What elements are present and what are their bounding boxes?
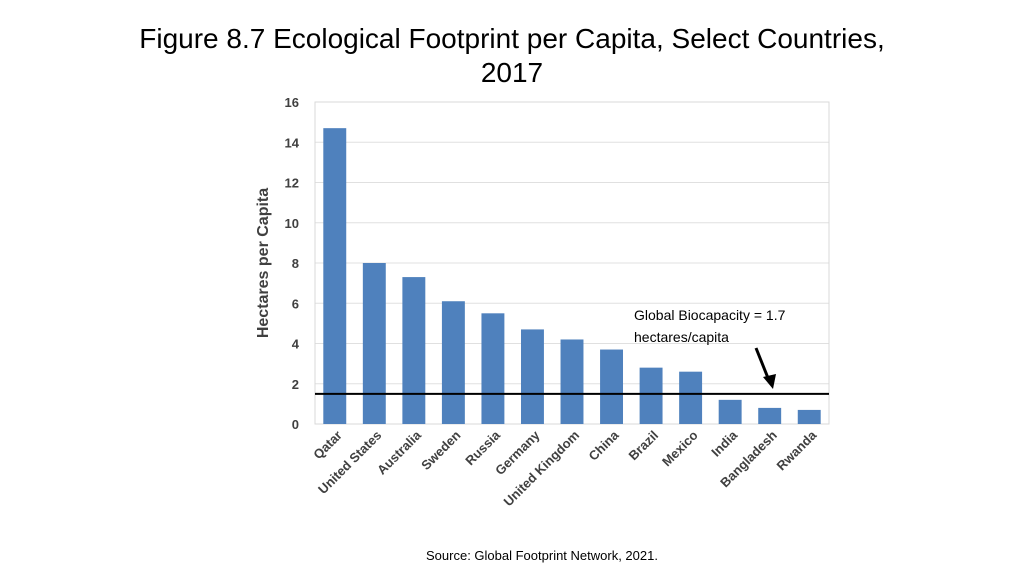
x-tick-label: Qatar [310,428,345,463]
annotation-arrow-head [763,374,776,389]
x-tick-label: United Kingdom [501,428,583,510]
y-tick-label: 14 [285,135,300,150]
x-tick-label: Mexico [659,427,701,469]
bar [520,329,544,424]
y-axis-ticks: 0 2 4 6 8 10 12 14 16 [285,95,300,432]
bar [560,339,584,424]
bar [758,407,782,424]
x-tick-label: Sweden [418,427,463,472]
bar [639,367,663,424]
annotation-arrow [754,347,770,379]
x-tick-label: Rwanda [774,427,820,473]
y-tick-label: 12 [285,176,299,191]
x-tick-label: Brazil [626,428,662,464]
bar [362,263,386,424]
bar [481,313,505,424]
annotation-line-1: Global Biocapacity = 1.7 [634,307,786,323]
title-line-2: 2017 [480,57,544,88]
bar [441,301,465,424]
bars [323,128,821,424]
bar [679,371,703,424]
source-note: Source: Global Footprint Network, 2021. [426,548,658,563]
x-tick-label: India [708,427,741,460]
y-tick-label: 4 [292,337,300,352]
bar [797,409,821,424]
annotation-line-2: hectares/capita [634,329,729,345]
y-tick-label: 8 [292,256,299,271]
y-tick-label: 6 [292,296,299,311]
bar [718,399,742,424]
y-tick-label: 10 [285,216,299,231]
bar [402,277,426,424]
bar [323,128,347,424]
y-axis-label: Hectares per Capita [255,188,272,338]
gridlines [315,141,829,385]
x-tick-label: China [586,427,623,464]
y-tick-label: 0 [292,417,299,432]
y-tick-label: 2 [292,377,299,392]
title-line-1: Figure 8.7 Ecological Footprint per Capi… [139,23,885,54]
bar [600,349,624,424]
x-tick-label: Australia [374,427,424,477]
chart-title: Figure 8.7 Ecological Footprint per Capi… [0,22,1024,90]
y-tick-label: 16 [285,95,299,110]
